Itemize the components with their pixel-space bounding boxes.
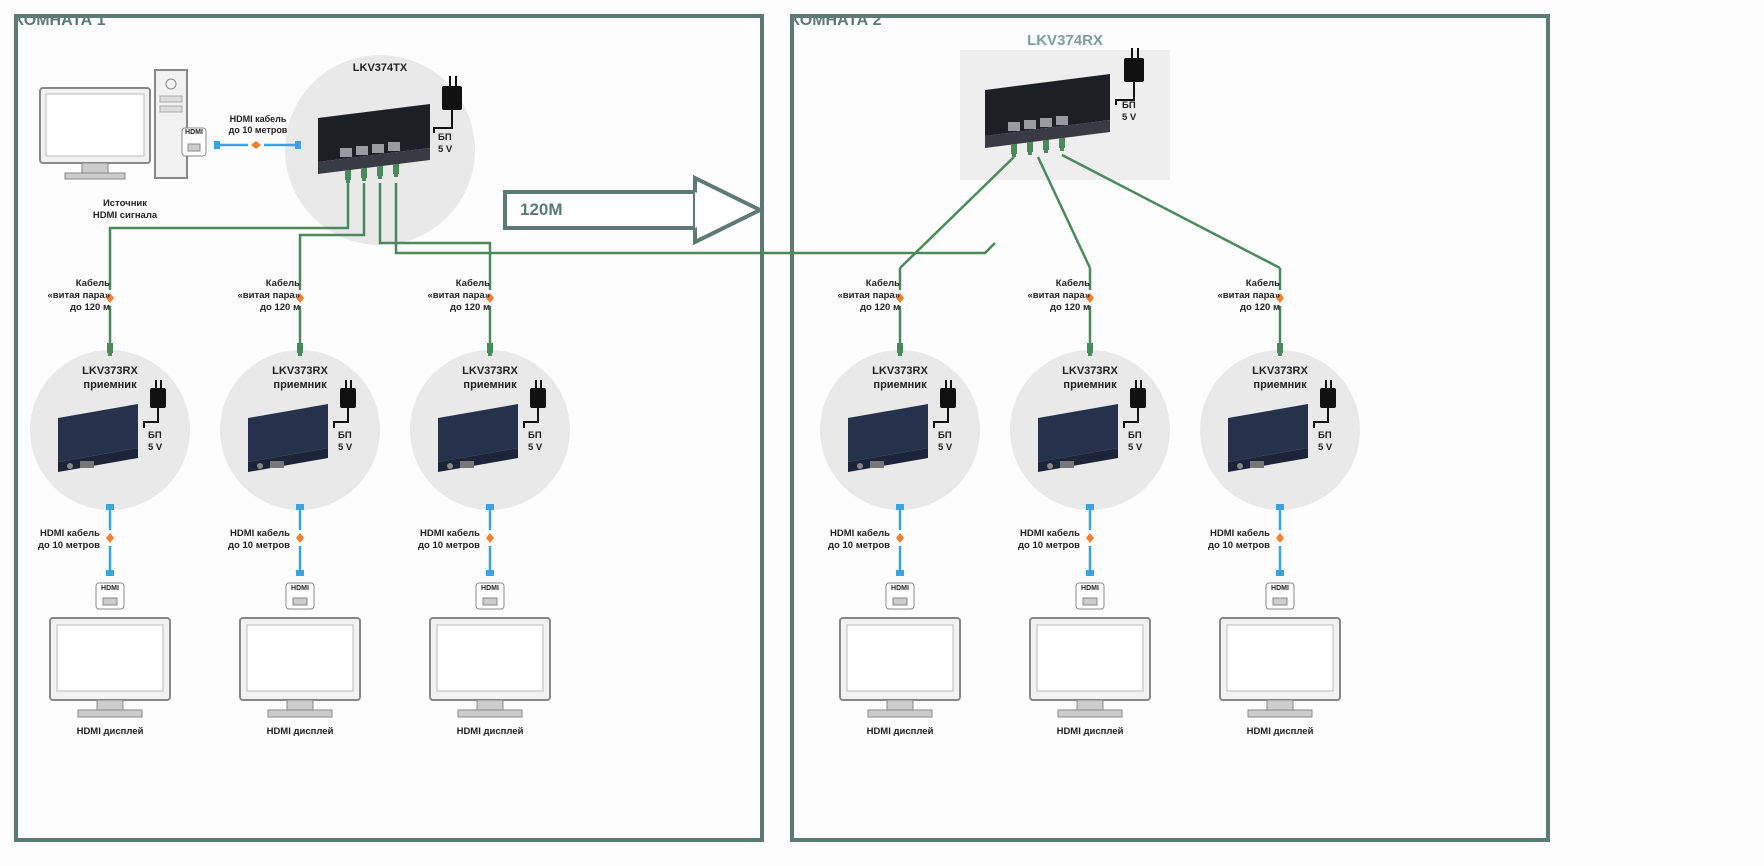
disp-port-label: HDMI (1076, 585, 1104, 594)
disp-caption: HDMI дисплей (850, 726, 950, 738)
rx-psu-label: БП 5 V (148, 430, 178, 454)
disp-caption: HDMI дисплей (250, 726, 350, 738)
disp-port-label: HDMI (286, 585, 314, 594)
rx-psu-label: БП 5 V (528, 430, 558, 454)
disp-port-label: HDMI (1266, 585, 1294, 594)
disp-port-label: HDMI (476, 585, 504, 594)
rx-psu-label: БП 5 V (1318, 430, 1348, 454)
tx-psu-label: БП 5 V (438, 132, 468, 156)
cat-label: Кабель «витая пара» до 120 м (40, 278, 110, 314)
disp-port-label: HDMI (886, 585, 914, 594)
cat-label: Кабель «витая пара» до 120 м (1210, 278, 1280, 314)
rx-repeater-title: LKV374RX (1000, 32, 1130, 51)
source-hdmi-label: HDMI (182, 129, 206, 138)
cat-label: Кабель «витая пара» до 120 м (1020, 278, 1090, 314)
disp-caption: HDMI дисплей (60, 726, 160, 738)
rx-title: LKV373RX приемник (850, 365, 950, 393)
cat-label: Кабель «витая пара» до 120 м (230, 278, 300, 314)
rx-psu-label: БП 5 V (338, 430, 368, 454)
arrow-label: 120M (520, 199, 580, 220)
source-caption: Источник HDMI сигнала (80, 198, 170, 222)
rx-hdmi-cable-label: HDMI кабель до 10 метров (220, 528, 290, 552)
rx-title: LKV373RX приемник (1040, 365, 1140, 393)
room-2-title: КОМНАТА 2 (790, 12, 1550, 30)
rx-title: LKV373RX приемник (1230, 365, 1330, 393)
disp-caption: HDMI дисплей (1230, 726, 1330, 738)
rx-title: LKV373RX приемник (60, 365, 160, 393)
cat-label: Кабель «витая пара» до 120 м (830, 278, 900, 314)
room-2 (790, 14, 1550, 842)
rx-psu-label: БП 5 V (1128, 430, 1158, 454)
disp-caption: HDMI дисплей (440, 726, 540, 738)
rx-hdmi-cable-label: HDMI кабель до 10 метров (1010, 528, 1080, 552)
rx-hdmi-cable-label: HDMI кабель до 10 метров (30, 528, 100, 552)
repeater-psu-label: БП 5 V (1122, 100, 1152, 124)
rx-hdmi-cable-label: HDMI кабель до 10 метров (1200, 528, 1270, 552)
source-hdmi-cable-label: HDMI кабель до 10 метров (218, 114, 298, 137)
disp-caption: HDMI дисплей (1040, 726, 1140, 738)
tx-title: LKV374TX (320, 62, 440, 76)
disp-port-label: HDMI (96, 585, 124, 594)
rx-hdmi-cable-label: HDMI кабель до 10 метров (410, 528, 480, 552)
rx-title: LKV373RX приемник (440, 365, 540, 393)
cat-label: Кабель «витая пара» до 120 м (420, 278, 490, 314)
rx-title: LKV373RX приемник (250, 365, 350, 393)
rx-psu-label: БП 5 V (938, 430, 968, 454)
rx-hdmi-cable-label: HDMI кабель до 10 метров (820, 528, 890, 552)
room-1-title: КОМНАТА 1 (14, 12, 764, 30)
